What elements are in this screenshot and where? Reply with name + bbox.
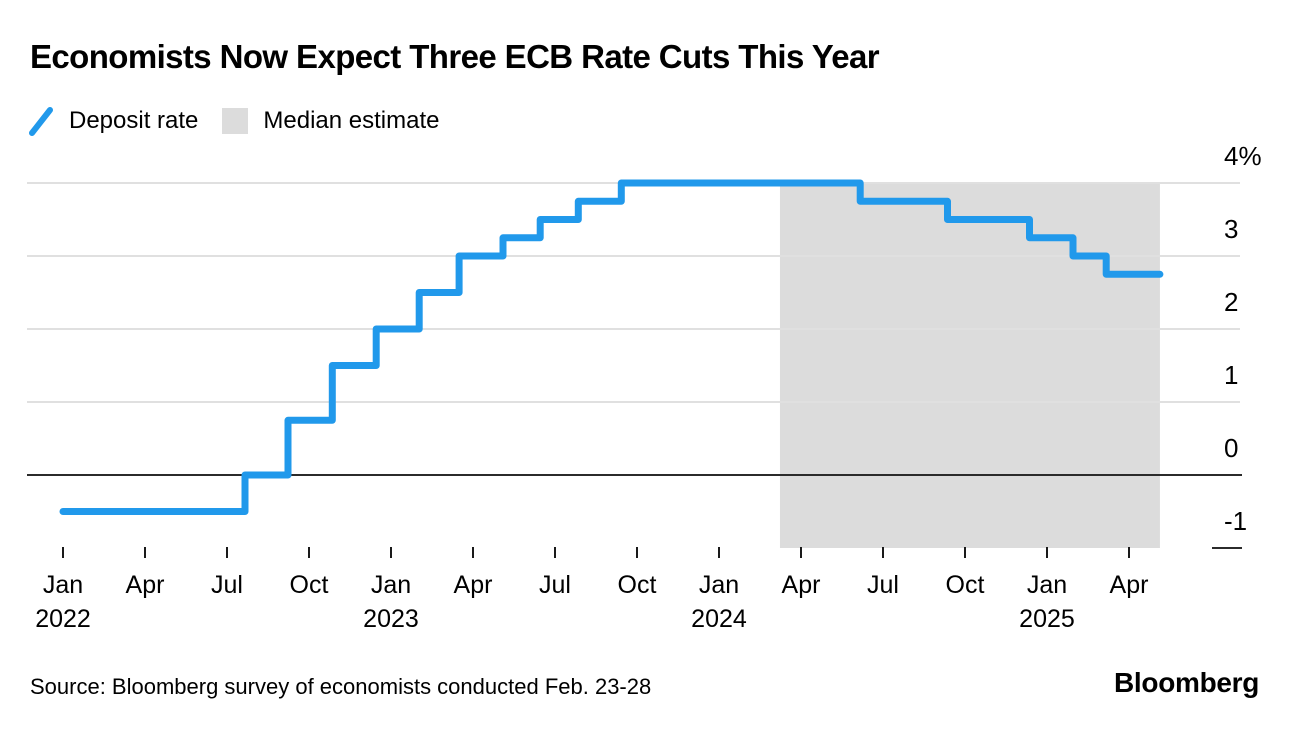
deposit-rate-line xyxy=(59,179,1164,515)
x-axis-month-label: Oct xyxy=(617,571,657,599)
x-axis-month-label: Jul xyxy=(867,571,899,599)
deposit-rate-line-icon xyxy=(29,107,53,136)
x-axis-month-label: Jan xyxy=(698,571,740,599)
x-axis-month-label: Apr xyxy=(781,571,821,599)
x-axis-year-label: 2023 xyxy=(363,605,419,633)
x-axis-month-label: Jan xyxy=(42,571,84,599)
source-note: Source: Bloomberg survey of economists c… xyxy=(30,674,652,699)
x-axis-year-label: 2025 xyxy=(1019,605,1075,633)
x-axis-month-label: Apr xyxy=(125,571,165,599)
y-axis-label: 0 xyxy=(1224,433,1239,463)
legend-label-deposit-rate: Deposit rate xyxy=(69,107,199,134)
x-axis-month-label: Jan xyxy=(1026,571,1068,599)
median-estimate-region xyxy=(779,183,1160,548)
legend-label-median-estimate: Median estimate xyxy=(263,107,440,134)
x-axis-month-label: Apr xyxy=(453,571,493,599)
bloomberg-logo: Bloomberg xyxy=(1114,667,1260,698)
x-axis-month-label: Oct xyxy=(945,571,985,599)
y-axis-label: 4% xyxy=(1224,141,1262,171)
x-axis-month-label: Jul xyxy=(539,571,571,599)
y-axis-label: 3 xyxy=(1224,214,1239,244)
median-estimate-swatch-icon xyxy=(222,108,249,134)
y-axis-label: 2 xyxy=(1224,287,1239,317)
x-axis-month-label: Oct xyxy=(289,571,329,599)
x-axis-month-label: Jul xyxy=(211,571,243,599)
x-axis-month-label: Jan xyxy=(370,571,412,599)
x-axis-year-label: 2024 xyxy=(691,605,747,633)
legend: Deposit rate Median estimate xyxy=(28,104,440,138)
chart-title: Economists Now Expect Three ECB Rate Cut… xyxy=(30,38,880,75)
x-axis-year-label: 2022 xyxy=(35,605,91,633)
y-axis-label: -1 xyxy=(1224,506,1248,536)
y-axis-label: 1 xyxy=(1224,360,1239,390)
x-axis-month-label: Apr xyxy=(1109,571,1149,599)
